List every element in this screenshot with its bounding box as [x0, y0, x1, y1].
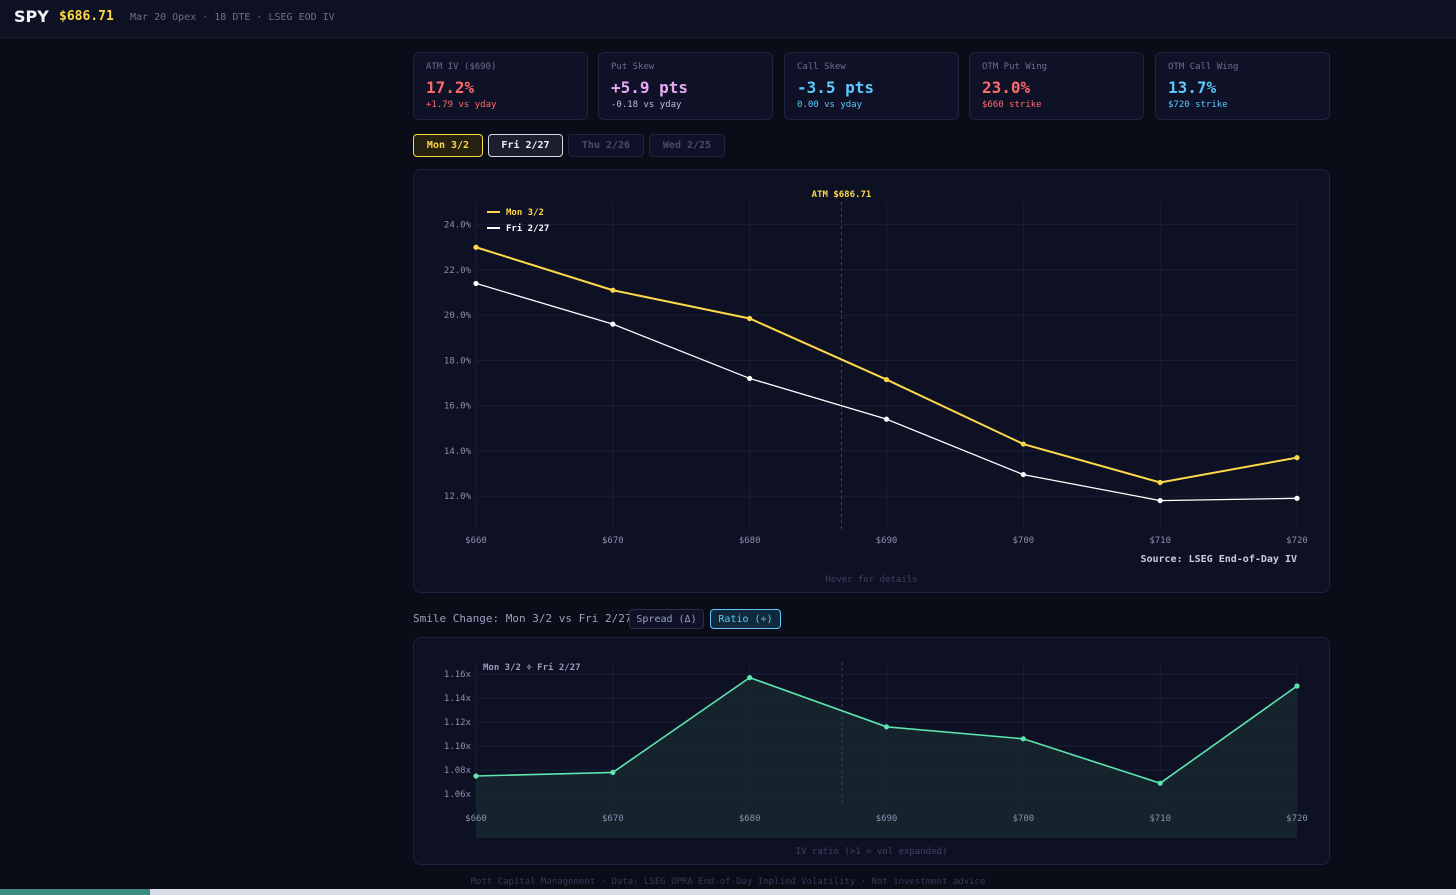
spot-price: $686.71	[59, 9, 114, 24]
smile-change-title: Smile Change: Mon 3/2 vs Fri 2/27	[413, 612, 632, 625]
call-skew-card: Call Skew -3.5 pts 0.00 vs yday	[784, 52, 959, 120]
ratio-mode-button[interactable]: Ratio (÷)	[710, 609, 781, 629]
date-tab-wed-2-25[interactable]: Wed 2/25	[649, 134, 725, 157]
card-change: -0.18 vs yday	[611, 100, 682, 110]
ticker-symbol: SPY	[14, 7, 49, 26]
card-value: 17.2%	[426, 78, 475, 97]
ratio-panel: IV ratio (>1 = vol expanded)	[413, 637, 1330, 865]
put-skew-card: Put Skew +5.9 pts -0.18 vs yday	[598, 52, 773, 120]
otm-call-wing-card: OTM Call Wing 13.7% $720 strike	[1155, 52, 1330, 120]
hover-hint: Hover for details	[825, 575, 918, 585]
card-change: $660 strike	[982, 100, 1042, 110]
card-change: 0.00 vs yday	[797, 100, 863, 110]
card-label: ATM IV ($690)	[426, 62, 497, 72]
otm-put-wing-card: OTM Put Wing 23.0% $660 strike	[969, 52, 1144, 120]
bottom-strip	[0, 889, 1456, 895]
card-value: -3.5 pts	[797, 78, 875, 97]
card-label: OTM Call Wing	[1168, 62, 1239, 72]
footer-disclaimer: Mott Capital Management · Data: LSEG OPR…	[470, 877, 986, 887]
expiry-meta: Mar 20 Opex · 18 DTE · LSEG EOD IV	[130, 12, 335, 23]
card-change: $720 strike	[1168, 100, 1228, 110]
spread-mode-button[interactable]: Spread (Δ)	[629, 609, 704, 629]
card-label: Call Skew	[797, 62, 846, 72]
ratio-hint: IV ratio (>1 = vol expanded)	[795, 847, 948, 857]
card-label: Put Skew	[611, 62, 655, 72]
atm-iv-card: ATM IV ($690) 17.2% +1.79 vs yday	[413, 52, 588, 120]
card-value: +5.9 pts	[611, 78, 689, 97]
card-label: OTM Put Wing	[982, 62, 1048, 72]
date-tab-mon-3-2[interactable]: Mon 3/2	[413, 134, 483, 157]
card-change: +1.79 vs yday	[426, 100, 497, 110]
top-bar: SPY $686.71 Mar 20 Opex · 18 DTE · LSEG …	[0, 0, 1456, 38]
date-tab-fri-2-27[interactable]: Fri 2/27	[488, 134, 563, 157]
card-value: 23.0%	[982, 78, 1031, 97]
iv-smile-panel: Hover for details	[413, 169, 1330, 593]
date-tab-thu-2-26[interactable]: Thu 2/26	[568, 134, 644, 157]
card-value: 13.7%	[1168, 78, 1217, 97]
